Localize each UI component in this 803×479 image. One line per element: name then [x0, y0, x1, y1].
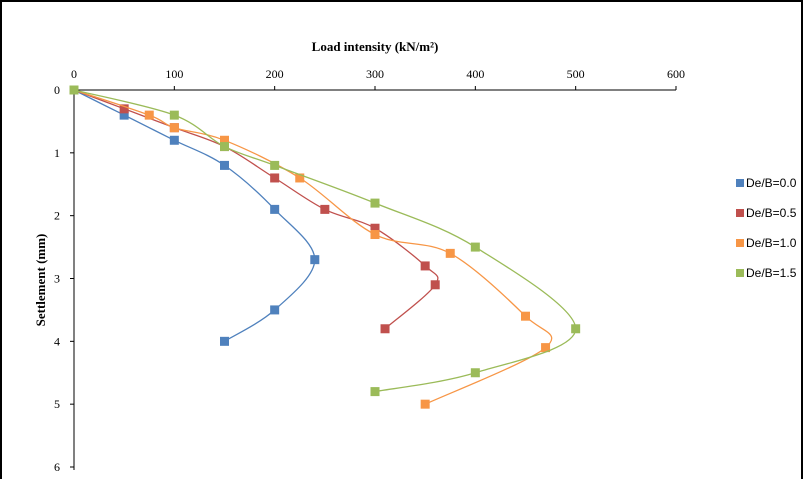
data-point-marker — [470, 368, 480, 378]
y-tick-label: 2 — [54, 209, 60, 223]
data-point-marker — [270, 204, 280, 214]
data-point-marker — [220, 336, 229, 346]
x-tick-label: 400 — [466, 67, 484, 81]
data-point-marker — [270, 305, 280, 315]
x-tick-label: 300 — [366, 67, 384, 81]
series-line-0 — [73, 89, 316, 342]
data-point-marker — [445, 248, 455, 258]
legend-swatch — [736, 269, 744, 277]
y-tick-label: 0 — [54, 83, 60, 97]
data-point-marker — [270, 160, 280, 170]
data-point-marker — [295, 173, 305, 183]
y-axis-title: Settlement (mm) — [33, 234, 48, 327]
series-line-1 — [73, 89, 439, 330]
y-tick-label: 1 — [54, 146, 60, 160]
data-point-marker — [270, 173, 280, 183]
data-point-marker — [220, 160, 229, 170]
x-tick-label: 600 — [667, 67, 685, 81]
y-tick-label: 4 — [54, 334, 60, 348]
axis-ticks: 0 100 200 300 400 500 600 0 1 2 3 4 5 6 — [54, 67, 685, 474]
legend-swatch — [736, 209, 744, 217]
data-point-marker — [119, 110, 129, 120]
data-point-marker — [220, 135, 229, 145]
legend-label: De/B=0.5 — [746, 206, 797, 220]
data-point-marker — [521, 311, 530, 321]
data-point-marker — [370, 230, 380, 240]
data-point-marker — [169, 123, 179, 133]
legend-swatch — [736, 179, 744, 187]
series-line-2 — [73, 89, 553, 405]
data-point-marker — [310, 255, 320, 265]
data-point-marker — [541, 343, 551, 353]
data-point-marker — [144, 110, 154, 120]
data-point-marker — [571, 324, 581, 334]
data-point-marker — [169, 110, 179, 120]
legend: De/B=0.0 De/B=0.5 De/B=1.0 De/B=1.5 — [736, 176, 797, 280]
y-tick-label: 6 — [54, 460, 60, 474]
legend-label: De/B=1.0 — [746, 236, 797, 250]
legend-label: De/B=0.0 — [746, 176, 797, 190]
data-point-marker — [370, 223, 380, 233]
data-point-marker — [69, 85, 79, 95]
data-point-marker — [470, 242, 480, 252]
data-point-marker — [430, 280, 440, 290]
data-point-marker — [320, 204, 330, 214]
x-axis-title: Load intensity (kN/m²) — [312, 39, 439, 54]
legend-label: De/B=1.5 — [746, 266, 797, 280]
y-tick-label: 3 — [54, 272, 60, 286]
data-point-marker — [169, 135, 179, 145]
data-point-marker — [119, 104, 129, 114]
legend-swatch — [736, 239, 744, 247]
plot-area — [69, 85, 581, 409]
x-tick-label: 100 — [165, 67, 183, 81]
data-point-marker — [420, 399, 430, 409]
x-tick-label: 200 — [266, 67, 284, 81]
data-point-marker — [420, 261, 430, 271]
y-tick-label: 5 — [54, 397, 60, 411]
data-point-marker — [220, 142, 229, 152]
data-point-marker — [370, 387, 380, 397]
series-line-3 — [73, 89, 577, 393]
x-tick-label: 500 — [567, 67, 585, 81]
data-point-marker — [370, 198, 380, 208]
data-point-marker — [380, 324, 390, 334]
x-tick-label: 0 — [71, 67, 77, 81]
